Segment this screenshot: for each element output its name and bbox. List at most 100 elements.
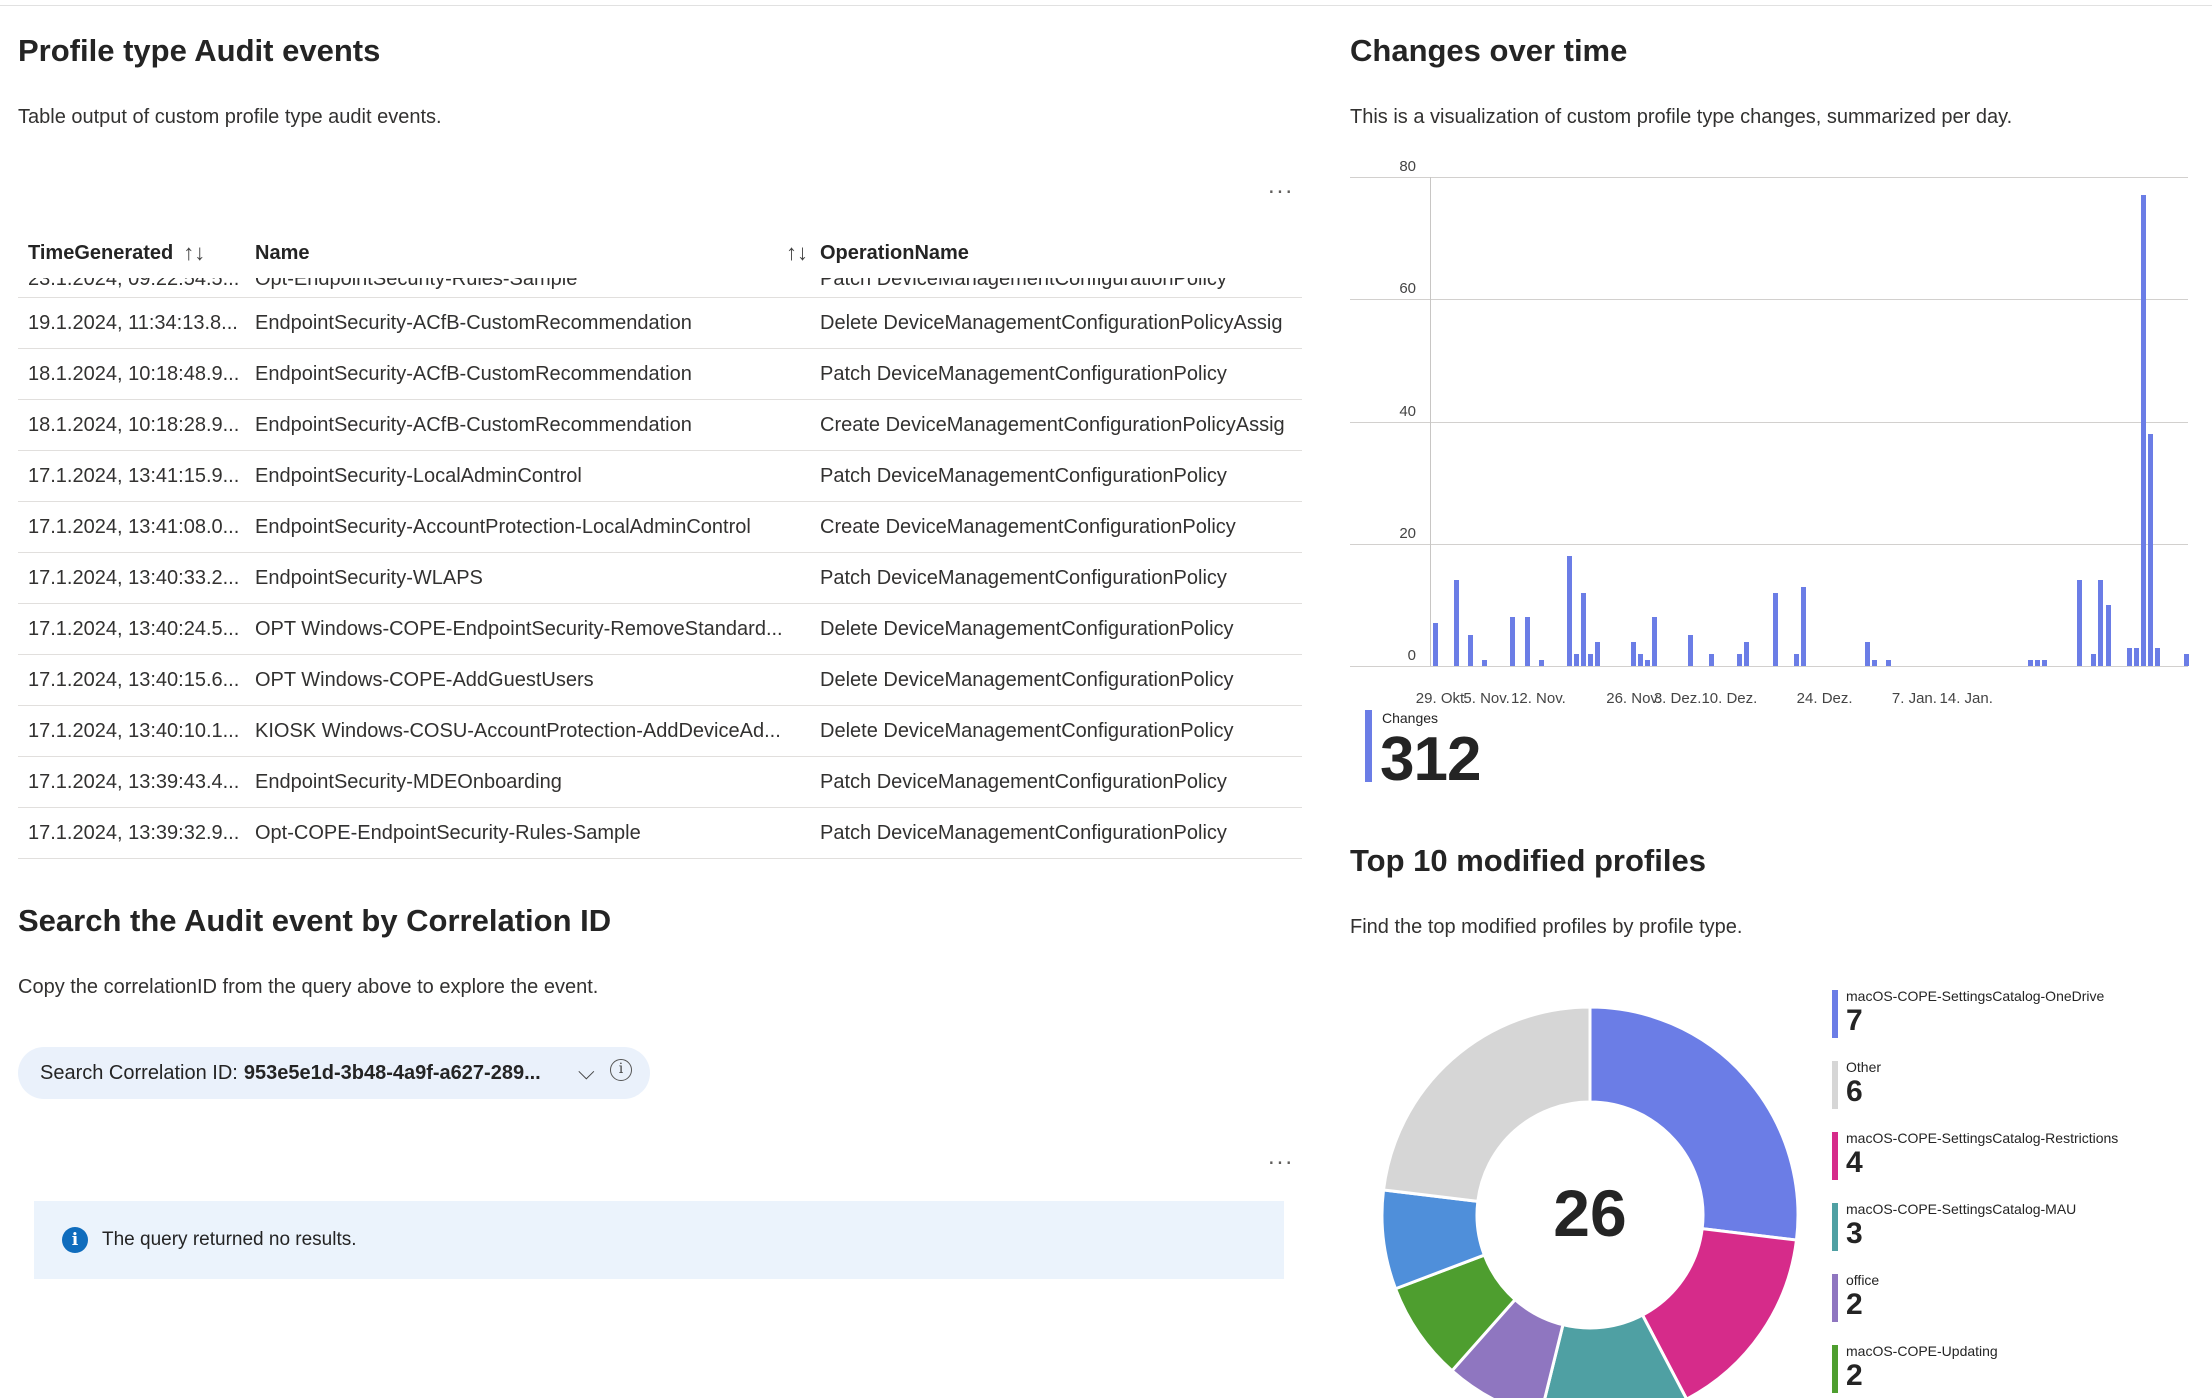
table-row[interactable]: 17.1.2024, 13:41:08.0... EndpointSecurity… [18, 502, 1302, 553]
chart-bar[interactable] [1645, 659, 1651, 666]
legend-color-bar [1832, 1061, 1838, 1109]
cell-timegenerated: 17.1.2024, 13:41:15.9... [28, 464, 240, 487]
info-icon[interactable]: i [610, 1059, 632, 1081]
legend-color-bar [1832, 990, 1838, 1038]
chart-bar[interactable] [1567, 555, 1573, 666]
chart-bar[interactable] [2140, 195, 2146, 666]
x-tick-label: 3. Dez. [1653, 690, 1702, 707]
chart-bar[interactable] [2027, 659, 2033, 666]
chart-bar[interactable] [2034, 659, 2040, 666]
chart-bar[interactable] [2105, 604, 2111, 666]
cell-operationname: Delete DeviceManagementConfigurationPoli… [820, 719, 1234, 742]
chart-bar[interactable] [2098, 580, 2104, 666]
column-header-operationname[interactable]: OperationName [808, 228, 1302, 278]
column-label: OperationName [820, 241, 969, 264]
audit-table: TimeGenerated ↑↓ Name ↑↓ OperationName 2… [18, 228, 1302, 918]
donut-slice[interactable] [1540, 1313, 1688, 1398]
donut-slice[interactable] [1588, 1005, 1800, 1242]
cell-timegenerated: 18.1.2024, 10:18:48.9... [28, 362, 240, 385]
cell-timegenerated: 17.1.2024, 13:40:15.6... [28, 668, 240, 691]
legend-item[interactable]: macOS-COPE-Updating 2 [1832, 1341, 2202, 1398]
chart-bar[interactable] [2126, 647, 2132, 666]
table-row[interactable]: 17.1.2024, 13:40:33.2... EndpointSecurity… [18, 553, 1302, 604]
table-row[interactable]: 17.1.2024, 13:40:10.1... KIOSK Windows-CO… [18, 706, 1302, 757]
table-header: TimeGenerated ↑↓ Name ↑↓ OperationName [18, 228, 1302, 278]
chart-bar[interactable] [1538, 659, 1544, 666]
chart-bar[interactable] [1772, 592, 1778, 666]
results-more-button[interactable]: ... [1268, 1143, 1295, 1170]
chart-bar[interactable] [1595, 641, 1601, 666]
top-profiles-title: Top 10 modified profiles [1350, 843, 1706, 878]
cell-operationname: Create DeviceManagementConfigurationPoli… [820, 413, 1285, 436]
y-tick-label: 0 [1407, 647, 1416, 664]
chart-bar[interactable] [1630, 641, 1636, 666]
donut-slice[interactable] [1640, 1226, 1799, 1398]
chart-bar[interactable] [2077, 580, 2083, 666]
chart-bar[interactable] [2091, 653, 2097, 666]
chart-bar[interactable] [1687, 635, 1693, 666]
chart-bar[interactable] [2183, 653, 2189, 666]
cell-name: OPT Windows-COPE-EndpointSecurity-Remove… [255, 617, 783, 640]
chart-bar[interactable] [1864, 641, 1870, 666]
cell-operationname: Delete DeviceManagementConfigurationPoli… [820, 311, 1283, 334]
chart-bar[interactable] [1574, 653, 1580, 666]
chart-bar[interactable] [1467, 635, 1473, 666]
chart-bar[interactable] [1871, 659, 1877, 666]
chart-bar[interactable] [1652, 617, 1658, 666]
legend-label: office [1846, 1272, 1880, 1288]
legend-item[interactable]: macOS-COPE-SettingsCatalog-OneDrive 7 [1832, 986, 2202, 1057]
cell-name: EndpointSecurity-ACfB-CustomRecommendati… [255, 413, 692, 436]
legend-item[interactable]: office 2 [1832, 1270, 2202, 1341]
donut-slice[interactable] [1381, 1005, 1592, 1204]
chart-bar[interactable] [2148, 433, 2154, 666]
table-row[interactable]: 17.1.2024, 13:39:32.9... Opt-COPE-Endpoin… [18, 808, 1302, 859]
chart-bar[interactable] [1588, 653, 1594, 666]
chart-bar[interactable] [1737, 653, 1743, 666]
chart-bar[interactable] [1885, 659, 1891, 666]
cell-timegenerated: 19.1.2024, 11:34:13.8... [28, 311, 238, 334]
chart-bar[interactable] [1453, 580, 1459, 666]
chart-bar[interactable] [1432, 623, 1438, 666]
chart-bar[interactable] [1510, 617, 1516, 666]
chart-bar[interactable] [1744, 641, 1750, 666]
top-profiles-subtitle: Find the top modified profiles by profil… [1350, 916, 1743, 938]
chart-bar[interactable] [1800, 586, 1806, 666]
y-tick-label: 40 [1399, 402, 1416, 420]
chart-bar[interactable] [1581, 592, 1587, 666]
audit-title: Profile type Audit events [18, 33, 381, 68]
chart-bar[interactable] [1524, 617, 1530, 666]
legend-item[interactable]: macOS-COPE-SettingsCatalog-Restrictions 4 [1832, 1128, 2202, 1199]
chart-bar[interactable] [2155, 647, 2161, 666]
legend-item[interactable]: macOS-COPE-SettingsCatalog-MAU 3 [1832, 1199, 2202, 1270]
gridline [1350, 421, 2188, 423]
chart-bar[interactable] [1637, 653, 1643, 666]
column-header-name[interactable]: Name ↑↓ [243, 228, 808, 278]
chart-bar[interactable] [1708, 653, 1714, 666]
table-row[interactable]: 17.1.2024, 13:40:15.6... OPT Windows-COPE… [18, 655, 1302, 706]
table-row[interactable]: 23.1.2024, 09:22:54.5... Opt-EndpointSecu… [18, 278, 1302, 298]
table-row[interactable]: 19.1.2024, 11:34:13.8... EndpointSecurity… [18, 298, 1302, 349]
table-row[interactable]: 17.1.2024, 13:41:15.9... EndpointSecurity… [18, 451, 1302, 502]
table-more-button[interactable]: ... [1268, 172, 1295, 199]
correlation-id-dropdown[interactable]: Search Correlation ID: 953e5e1d-3b48-4a9… [18, 1047, 650, 1099]
chart-bar[interactable] [2041, 659, 2047, 666]
sort-icon[interactable]: ↑↓ [786, 240, 808, 265]
table-row[interactable]: 18.1.2024, 10:18:48.9... EndpointSecurity… [18, 349, 1302, 400]
sort-icon[interactable]: ↑↓ [183, 240, 206, 265]
gridline [1350, 299, 2188, 301]
cell-operationname: Patch DeviceManagementConfigurationPolic… [820, 821, 1227, 844]
chart-bar[interactable] [1482, 659, 1488, 666]
cell-name: EndpointSecurity-AccountProtection-Local… [255, 515, 751, 538]
chart-bar[interactable] [2133, 647, 2139, 666]
column-header-timegenerated[interactable]: TimeGenerated ↑↓ [18, 228, 243, 278]
cell-timegenerated: 17.1.2024, 13:41:08.0... [28, 515, 240, 538]
chart-bar[interactable] [1793, 653, 1799, 666]
y-tick-label: 60 [1399, 280, 1416, 298]
cell-timegenerated: 17.1.2024, 13:40:24.5... [28, 617, 240, 640]
table-row[interactable]: 17.1.2024, 13:39:43.4... EndpointSecurity… [18, 757, 1302, 808]
table-row[interactable]: 18.1.2024, 10:18:28.9... EndpointSecurity… [18, 400, 1302, 451]
chevron-down-icon[interactable]: ⌵ [578, 1059, 595, 1084]
legend-item[interactable]: Other 6 [1832, 1057, 2202, 1128]
cell-operationname: Patch DeviceManagementConfigurationPolic… [820, 362, 1227, 385]
table-row[interactable]: 17.1.2024, 13:40:24.5... OPT Windows-COPE… [18, 604, 1302, 655]
